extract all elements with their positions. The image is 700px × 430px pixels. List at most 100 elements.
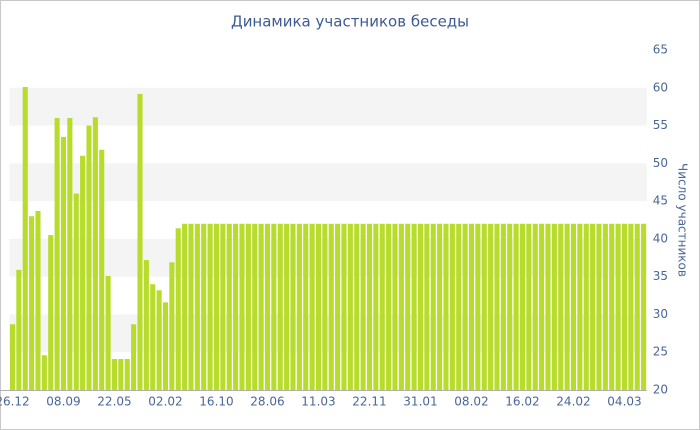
- bar: [494, 223, 500, 390]
- bar: [315, 223, 322, 390]
- bar: [29, 216, 35, 390]
- x-tick-label: 08.02: [454, 395, 488, 409]
- y-tick-label: 50: [653, 156, 668, 170]
- bar: [9, 324, 16, 390]
- bar: [379, 223, 385, 390]
- bar: [264, 223, 271, 390]
- bar: [118, 359, 124, 390]
- bar: [207, 223, 213, 390]
- bar: [290, 223, 296, 390]
- bar: [137, 93, 143, 391]
- grid-band: [9, 163, 647, 202]
- y-axis-label: Число участников: [676, 163, 690, 277]
- bar: [309, 223, 315, 390]
- bar: [507, 223, 513, 390]
- bar: [226, 223, 232, 390]
- bar: [539, 223, 545, 390]
- bar: [73, 193, 79, 390]
- bar: [194, 223, 200, 390]
- bar: [488, 223, 494, 390]
- x-tick-label: 26.12: [0, 395, 30, 409]
- bar: [468, 223, 475, 390]
- bar: [513, 223, 519, 390]
- bar: [131, 324, 137, 390]
- bar: [411, 223, 417, 390]
- bar: [417, 223, 424, 390]
- grid-band: [9, 238, 647, 277]
- bar: [169, 262, 175, 390]
- bar: [392, 223, 398, 390]
- x-tick-label: 04.03: [607, 395, 641, 409]
- bar: [175, 228, 181, 390]
- bar: [609, 223, 615, 390]
- x-tick-label: 31.01: [403, 395, 437, 409]
- x-tick-label: 22.11: [352, 395, 386, 409]
- bar: [182, 223, 188, 390]
- bar: [111, 359, 118, 390]
- bar: [322, 223, 328, 390]
- grid-band: [9, 87, 647, 126]
- y-tick-label: 30: [653, 307, 668, 321]
- bar: [551, 223, 557, 390]
- bar: [621, 223, 628, 390]
- bar: [143, 260, 149, 390]
- bar: [277, 223, 283, 390]
- bar: [201, 223, 207, 390]
- x-tick-label: 16.10: [199, 395, 233, 409]
- bar: [583, 223, 589, 390]
- bar: [634, 223, 640, 390]
- bar: [373, 223, 379, 390]
- bar: [405, 223, 411, 390]
- bar: [105, 275, 111, 390]
- bar: [99, 149, 105, 390]
- bar: [341, 223, 347, 390]
- y-tick-label: 55: [653, 118, 668, 132]
- bar: [564, 223, 570, 390]
- x-tick-label: 11.03: [301, 395, 335, 409]
- y-tick-label: 25: [653, 345, 668, 359]
- x-tick-label: 28.06: [250, 395, 284, 409]
- bar: [437, 223, 443, 390]
- bar: [54, 118, 60, 390]
- y-tick-label: 40: [653, 231, 668, 245]
- bar: [335, 223, 341, 390]
- chart-title: Динамика участников беседы: [231, 13, 469, 31]
- bar: [35, 210, 41, 390]
- y-tick-label: 65: [653, 43, 668, 57]
- bar: [462, 223, 468, 390]
- bar: [124, 359, 130, 390]
- bar: [596, 223, 602, 390]
- y-tick-label: 45: [653, 194, 668, 208]
- y-tick-label: 60: [653, 80, 668, 94]
- bar: [252, 223, 258, 390]
- bar: [303, 223, 309, 390]
- bar: [328, 223, 334, 390]
- bar: [590, 223, 596, 390]
- x-tick-label: 24.02: [556, 395, 590, 409]
- bar: [577, 223, 583, 390]
- x-tick-label: 08.09: [46, 395, 80, 409]
- y-tick-label: 20: [653, 383, 668, 397]
- bar: [481, 223, 487, 390]
- bar: [570, 223, 577, 390]
- bar: [296, 223, 302, 390]
- bar: [188, 223, 194, 390]
- bar: [398, 223, 404, 390]
- bar: [628, 223, 634, 390]
- bar: [258, 223, 264, 390]
- bar: [475, 223, 481, 390]
- bar: [602, 223, 608, 390]
- x-tick-label: 16.02: [505, 395, 539, 409]
- bar: [86, 125, 92, 391]
- bar: [500, 223, 506, 390]
- bar: [150, 284, 156, 390]
- bar: [16, 269, 22, 390]
- bar: [220, 223, 226, 390]
- bar: [213, 223, 220, 390]
- x-tick-label: 22.05: [97, 395, 131, 409]
- grid-band: [9, 314, 647, 353]
- bar: [67, 118, 73, 390]
- bar: [519, 223, 526, 390]
- bar: [271, 223, 277, 390]
